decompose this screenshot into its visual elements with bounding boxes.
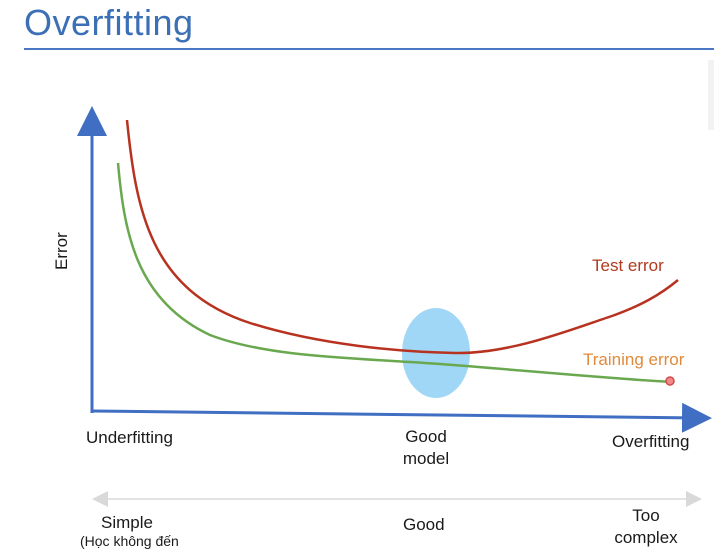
good-label: Good — [403, 515, 445, 534]
pointer-dot — [665, 376, 675, 386]
too-complex-label: Too complex — [598, 505, 694, 549]
test-error-label: Test error — [592, 256, 664, 275]
slide-title: Overfitting — [24, 2, 194, 43]
training-error-curve — [116, 162, 673, 384]
too-complex-line2: complex — [614, 528, 678, 547]
test-error-curve — [125, 119, 679, 355]
too-complex-line1: Too — [632, 506, 660, 525]
x-axis — [91, 402, 712, 433]
good-model-line2: model — [402, 449, 450, 468]
simple-label: Simple — [101, 513, 153, 532]
training-error-label: Training error — [583, 350, 685, 369]
side-panel-edge — [708, 60, 714, 130]
title-underline — [24, 48, 714, 50]
y-axis-label: Error — [52, 232, 71, 270]
underfitting-label: Underfitting — [86, 428, 173, 447]
simple-note: (Học không đến — [80, 533, 179, 549]
good-model-line1: Good — [405, 427, 447, 446]
good-model-label: Good model — [394, 426, 458, 470]
overfitting-label: Overfitting — [612, 432, 690, 451]
